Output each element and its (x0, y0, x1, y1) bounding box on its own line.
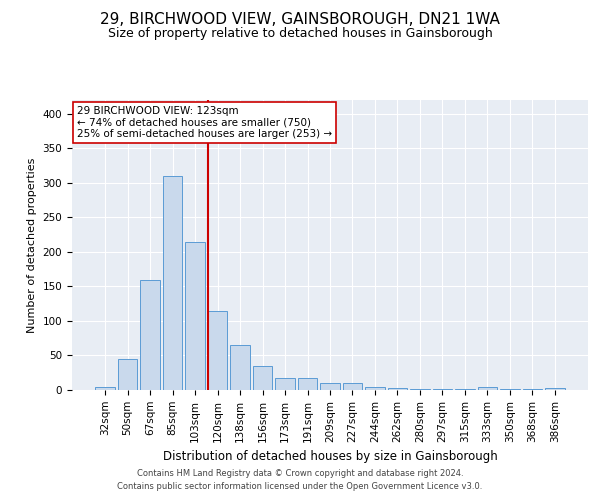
Bar (95, 386, 115, 390)
Text: Size of property relative to detached houses in Gainsborough: Size of property relative to detached ho… (107, 28, 493, 40)
Bar (163, 176, 182, 390)
Bar (320, 383, 340, 390)
Bar (433, 388, 452, 390)
Bar (185, 242, 205, 390)
Bar (275, 378, 295, 390)
Bar (208, 310, 227, 390)
Bar (545, 388, 565, 390)
Text: Contains public sector information licensed under the Open Government Licence v3: Contains public sector information licen… (118, 482, 482, 491)
Bar (298, 378, 317, 390)
Text: 29, BIRCHWOOD VIEW, GAINSBOROUGH, DN21 1WA: 29, BIRCHWOOD VIEW, GAINSBOROUGH, DN21 1… (100, 12, 500, 28)
Bar (253, 366, 272, 390)
Text: 29 BIRCHWOOD VIEW: 123sqm
← 74% of detached houses are smaller (750)
25% of semi: 29 BIRCHWOOD VIEW: 123sqm ← 74% of detac… (77, 106, 332, 139)
Y-axis label: Number of detached properties: Number of detached properties (27, 158, 37, 332)
Bar (478, 387, 497, 390)
Bar (140, 280, 160, 390)
Text: Contains HM Land Registry data © Crown copyright and database right 2024.: Contains HM Land Registry data © Crown c… (137, 468, 463, 477)
Bar (343, 383, 362, 390)
Bar (410, 388, 430, 390)
Bar (365, 386, 385, 390)
X-axis label: Distribution of detached houses by size in Gainsborough: Distribution of detached houses by size … (163, 450, 497, 463)
Bar (230, 345, 250, 390)
Bar (388, 388, 407, 390)
Bar (118, 359, 137, 390)
